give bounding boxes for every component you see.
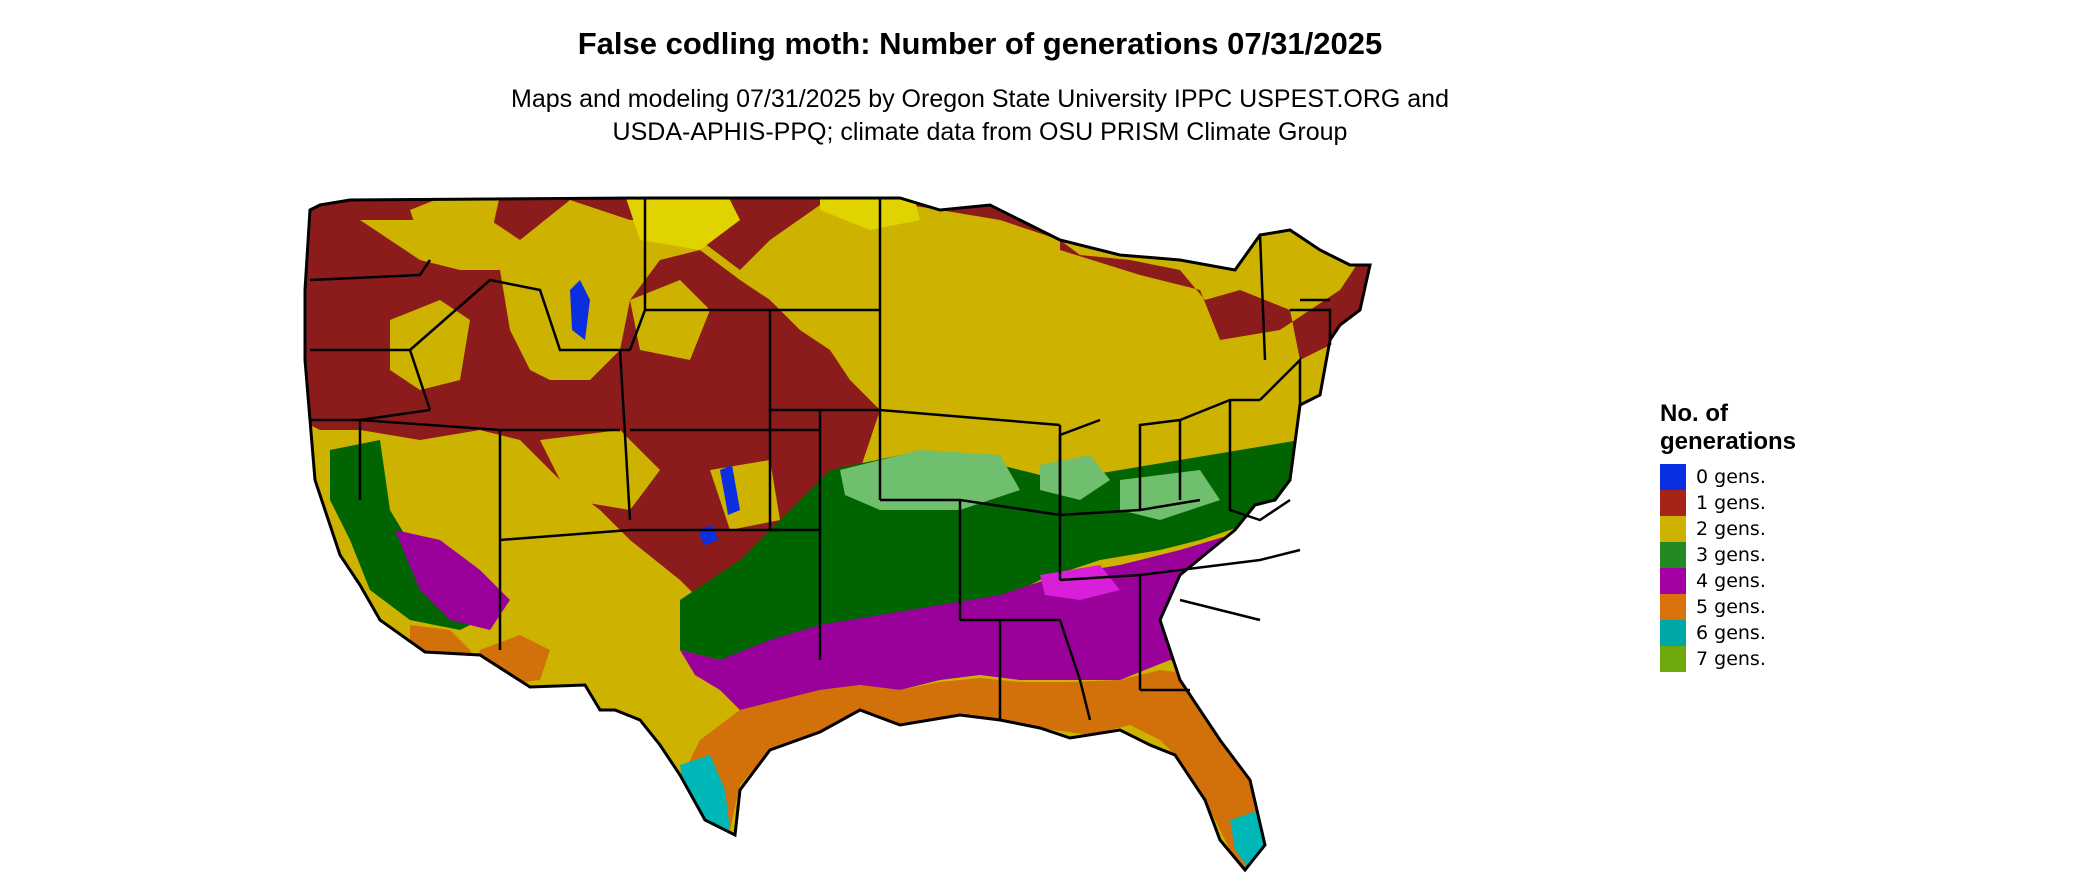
map-subtitle: Maps and modeling 07/31/2025 by Oregon S… (0, 83, 1960, 149)
legend-swatch (1660, 516, 1686, 542)
legend-item: 6 gens. (1660, 620, 1796, 646)
legend: No. of generations 0 gens. 1 gens. 2 gens.… (1660, 400, 1796, 672)
legend-swatch (1660, 542, 1686, 568)
us-generation-map (303, 196, 1372, 873)
legend-swatch (1660, 646, 1686, 672)
legend-label: 2 gens. (1696, 518, 1766, 540)
state-borders (309, 198, 1332, 721)
region-4-gens-west (395, 530, 510, 630)
region-0-gens (570, 280, 590, 340)
region-6-gens (680, 755, 730, 830)
legend-item: 5 gens. (1660, 594, 1796, 620)
legend-label: 6 gens. (1696, 622, 1766, 644)
legend-swatch (1660, 594, 1686, 620)
us-outline (303, 196, 1372, 873)
region-2-gens-patch-light (620, 198, 740, 250)
legend-item: 1 gens. (1660, 490, 1796, 516)
legend-item: 2 gens. (1660, 516, 1796, 542)
region-3-gens-light (1120, 470, 1220, 520)
legend-title-line-2: generations (1660, 428, 1797, 455)
legend-label: 3 gens. (1696, 544, 1766, 566)
legend-title: No. of generations (1660, 400, 1796, 456)
legend-items: 0 gens. 1 gens. 2 gens. 3 gens. 4 gens. 5 gen… (1660, 464, 1796, 672)
legend-label: 0 gens. (1696, 466, 1766, 488)
legend-label: 5 gens. (1696, 596, 1766, 618)
legend-title-line-1: No. of (1660, 400, 1728, 427)
legend-swatch (1660, 464, 1686, 490)
region-4-gens-light (1230, 520, 1310, 560)
legend-label: 1 gens. (1696, 492, 1766, 514)
legend-label: 7 gens. (1696, 648, 1766, 670)
subtitle-line-1: Maps and modeling 07/31/2025 by Oregon S… (511, 85, 1449, 113)
region-2-gens-patch (390, 300, 470, 390)
region-2-gens-patch-light (820, 198, 920, 230)
legend-swatch (1660, 620, 1686, 646)
region-4-gens (680, 520, 1320, 710)
region-3-gens-light (840, 450, 1020, 510)
region-0-gens (720, 465, 740, 515)
legend-item: 4 gens. (1660, 568, 1796, 594)
legend-item: 0 gens. (1660, 464, 1796, 490)
legend-item: 3 gens. (1660, 542, 1796, 568)
region-2-gens-patch (410, 198, 500, 250)
legend-item: 7 gens. (1660, 646, 1796, 672)
legend-label: 4 gens. (1696, 570, 1766, 592)
legend-swatch (1660, 568, 1686, 594)
region-2-gens-patch (630, 280, 710, 360)
region-2-gens-patch (540, 430, 660, 510)
map-title: False codling moth: Number of generation… (577, 26, 1383, 61)
region-5-gens-gulf (680, 670, 1280, 870)
subtitle-line-2: USDA-APHIS-PPQ; climate data from OSU PR… (612, 118, 1348, 146)
legend-swatch (1660, 490, 1686, 516)
region-3-gens-light (1040, 455, 1110, 500)
